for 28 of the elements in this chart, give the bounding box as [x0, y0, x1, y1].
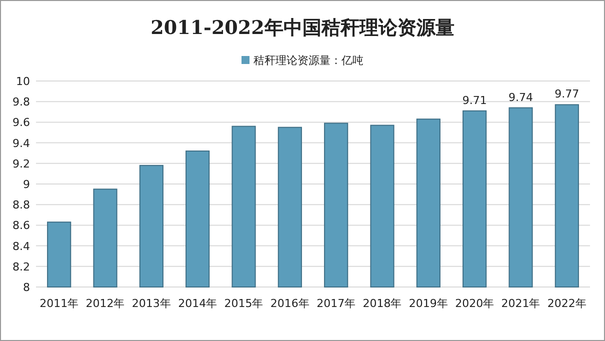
x-tick-label: 2019年: [408, 297, 448, 310]
y-tick-label: 9: [23, 178, 30, 191]
y-tick-label: 8.8: [12, 198, 30, 212]
y-tick-label: 8.2: [12, 260, 30, 274]
y-tick-label: 9.2: [12, 157, 30, 170]
x-tick-label: 2017年: [316, 297, 356, 310]
y-tick-label: 8: [23, 281, 30, 294]
data-label: 9.74: [508, 90, 533, 104]
data-label: 9.77: [554, 88, 580, 101]
x-tick-label: 2018年: [362, 297, 402, 310]
x-tick-label: 2015年: [224, 297, 264, 310]
x-tick-label: 2013年: [132, 297, 171, 310]
y-tick-label: 9.4: [12, 136, 30, 150]
x-tick-label: 2022年: [547, 297, 586, 310]
y-tick-label: 8.4: [12, 240, 30, 253]
x-tick-label: 2012年: [86, 297, 125, 310]
data-label: 9.71: [462, 94, 487, 107]
x-tick-label: 2021年: [501, 297, 540, 310]
chart-title: 2011-2022年中国秸秆理论资源量: [150, 17, 454, 39]
x-tick-label: 2014年: [178, 297, 218, 310]
y-tick-label: 10: [16, 75, 30, 88]
y-tick-label: 9.8: [12, 96, 30, 109]
x-tick-label: 2020年: [455, 297, 494, 310]
x-tick-label: 2016年: [270, 297, 310, 310]
legend-label: 秸秆理论资源量：亿吨: [254, 54, 364, 67]
y-tick-label: 9.6: [12, 116, 30, 130]
x-tick-label: 2011年: [40, 297, 79, 310]
y-tick-label: 8.6: [12, 219, 30, 232]
